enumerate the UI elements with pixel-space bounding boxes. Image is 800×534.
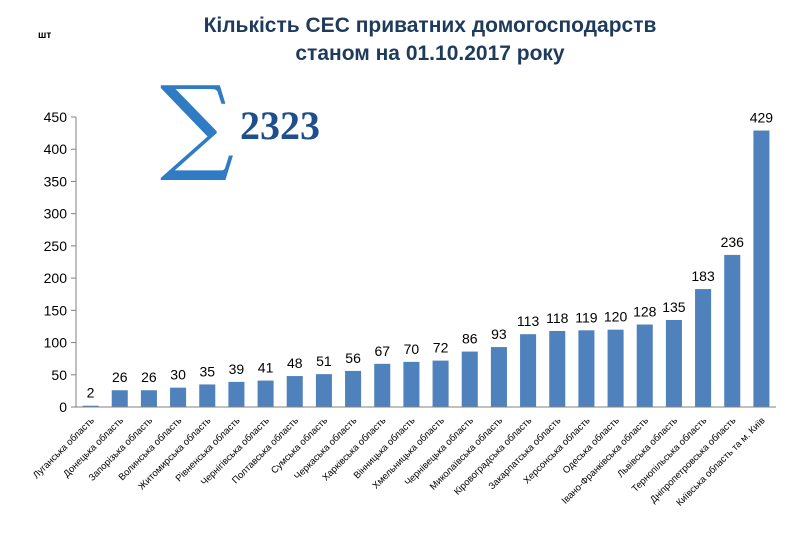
bar: [490, 347, 507, 407]
y-tick-label: 0: [59, 399, 67, 415]
data-label: 39: [229, 361, 245, 377]
chart-title-line-2: станом на 01.10.2017 року: [295, 42, 565, 65]
bar: [695, 289, 712, 407]
bar: [665, 320, 682, 407]
data-label: 26: [112, 369, 128, 385]
bar: [111, 390, 128, 407]
bar: [607, 329, 624, 407]
data-label: 26: [141, 369, 157, 385]
data-label: 56: [345, 350, 361, 366]
y-tick-label: 200: [44, 270, 68, 286]
data-label: 2: [87, 385, 95, 401]
bar: [753, 130, 770, 408]
bar: [636, 324, 653, 407]
total-value: 2323: [240, 103, 320, 148]
y-tick-label: 450: [44, 109, 68, 125]
bar: [374, 363, 391, 407]
bar: [345, 370, 362, 407]
y-tick-label: 150: [44, 302, 68, 318]
y-axis-unit-label: шт: [38, 30, 52, 41]
bar: [82, 405, 99, 407]
bar: [520, 334, 537, 407]
data-label: 120: [604, 309, 628, 325]
data-label: 429: [750, 110, 774, 126]
data-label: 236: [721, 234, 745, 250]
data-label: 70: [404, 341, 420, 357]
data-label: 51: [316, 353, 332, 369]
y-tick-label: 400: [44, 141, 68, 157]
bar: [461, 351, 478, 407]
bar: [432, 360, 449, 407]
bar: [140, 390, 157, 407]
bar: [578, 330, 595, 407]
bar: [724, 254, 741, 407]
y-tick-label: 250: [44, 238, 68, 254]
sum-icon: ∑: [160, 63, 235, 185]
data-label: 128: [633, 304, 657, 320]
data-label: 30: [170, 367, 186, 383]
data-label: 35: [199, 363, 215, 379]
data-label: 48: [287, 355, 303, 371]
chart-title-line-1: Кількість СЕС приватних домогосподарств: [203, 14, 657, 37]
data-label: 93: [491, 326, 507, 342]
bar: [315, 374, 332, 407]
data-label: 72: [433, 340, 449, 356]
y-tick-label: 350: [44, 173, 68, 189]
y-tick-label: 300: [44, 206, 68, 222]
bar: [286, 376, 303, 407]
bar: [199, 384, 216, 407]
y-tick-label: 50: [51, 367, 67, 383]
bar: [257, 380, 274, 407]
bar: [403, 361, 420, 407]
data-label: 41: [258, 360, 274, 376]
data-label: 135: [662, 299, 686, 315]
y-tick-label: 100: [44, 335, 68, 351]
bar: [228, 381, 245, 407]
bar: [549, 330, 566, 407]
data-label: 118: [546, 310, 569, 326]
data-label: 67: [374, 343, 390, 359]
data-label: 183: [691, 268, 715, 284]
data-label: 113: [517, 313, 540, 329]
bar: [170, 387, 187, 407]
data-label: 86: [462, 331, 478, 347]
data-label: 119: [575, 309, 598, 325]
